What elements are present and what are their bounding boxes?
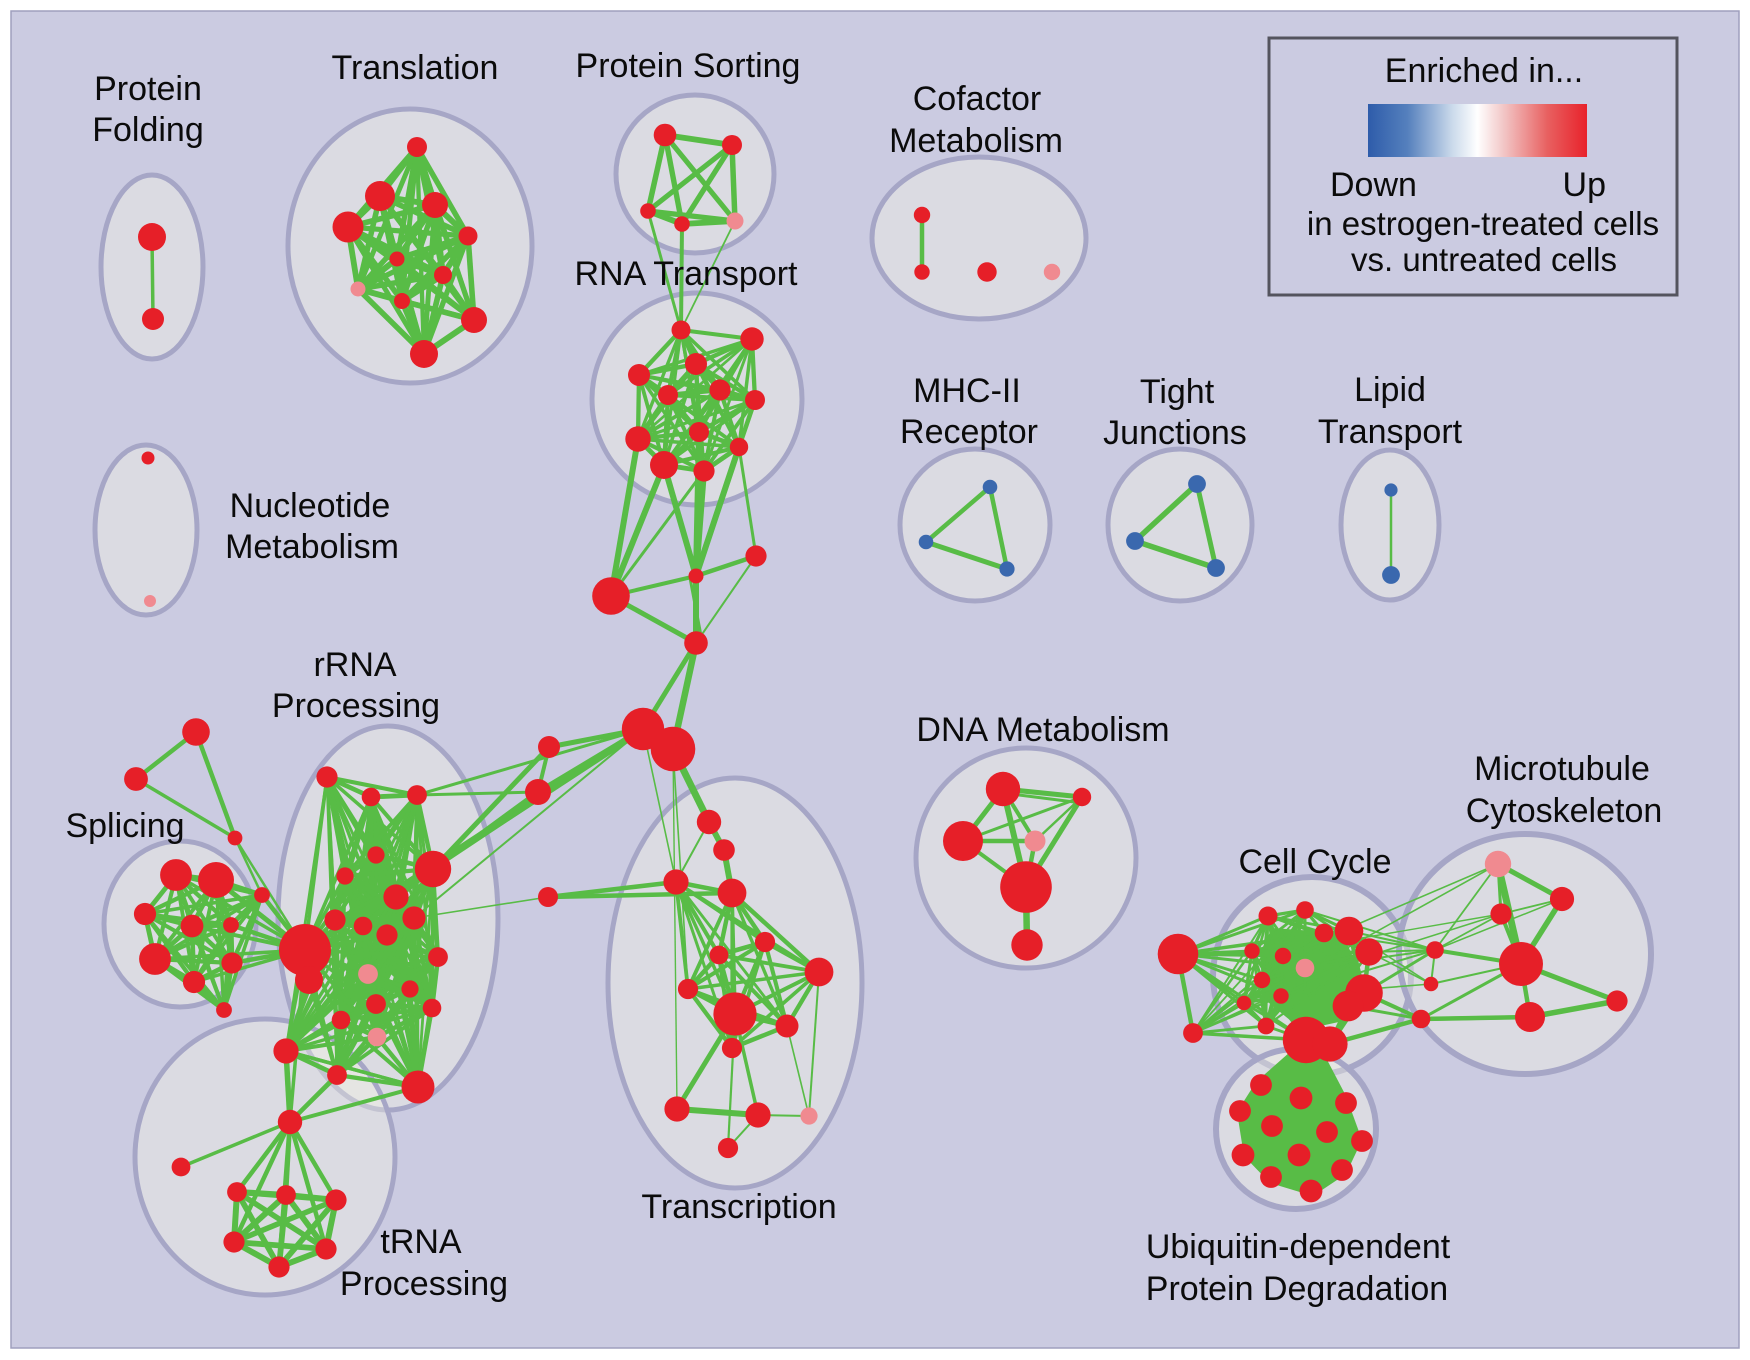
svg-text:Protein Degradation: Protein Degradation (1146, 1270, 1448, 1308)
svg-text:RNA Transport: RNA Transport (575, 255, 799, 293)
svg-text:Lipid: Lipid (1354, 371, 1426, 409)
svg-text:Metabolism: Metabolism (225, 528, 399, 566)
svg-text:tRNA: tRNA (380, 1223, 462, 1261)
svg-text:Protein: Protein (94, 70, 202, 108)
svg-text:Junctions: Junctions (1103, 414, 1247, 452)
svg-text:Transport: Transport (1318, 413, 1463, 451)
svg-text:Nucleotide: Nucleotide (230, 487, 391, 525)
svg-text:Enriched in...: Enriched in... (1385, 52, 1583, 90)
svg-text:Up: Up (1563, 166, 1606, 204)
svg-text:Tight: Tight (1140, 373, 1215, 411)
svg-text:in estrogen-treated cells: in estrogen-treated cells (1307, 205, 1659, 242)
svg-text:Translation: Translation (332, 49, 499, 87)
svg-text:DNA Metabolism: DNA Metabolism (916, 711, 1169, 749)
svg-text:Receptor: Receptor (900, 413, 1038, 451)
svg-text:Processing: Processing (272, 687, 440, 725)
svg-text:Folding: Folding (92, 111, 204, 149)
svg-text:vs. untreated cells: vs. untreated cells (1351, 241, 1617, 278)
svg-text:Metabolism: Metabolism (889, 122, 1063, 160)
svg-text:Cytoskeleton: Cytoskeleton (1466, 792, 1663, 830)
svg-text:Transcription: Transcription (641, 1188, 836, 1226)
svg-text:Cell Cycle: Cell Cycle (1238, 843, 1391, 881)
svg-text:Ubiquitin-dependent: Ubiquitin-dependent (1146, 1228, 1451, 1266)
svg-text:Down: Down (1330, 166, 1417, 204)
svg-text:Processing: Processing (340, 1265, 508, 1303)
svg-text:Protein Sorting: Protein Sorting (576, 47, 801, 85)
svg-text:Splicing: Splicing (65, 807, 184, 845)
svg-text:Cofactor: Cofactor (913, 80, 1042, 118)
svg-text:rRNA: rRNA (313, 646, 396, 684)
svg-text:MHC-II: MHC-II (913, 372, 1021, 410)
svg-text:Microtubule: Microtubule (1474, 750, 1650, 788)
